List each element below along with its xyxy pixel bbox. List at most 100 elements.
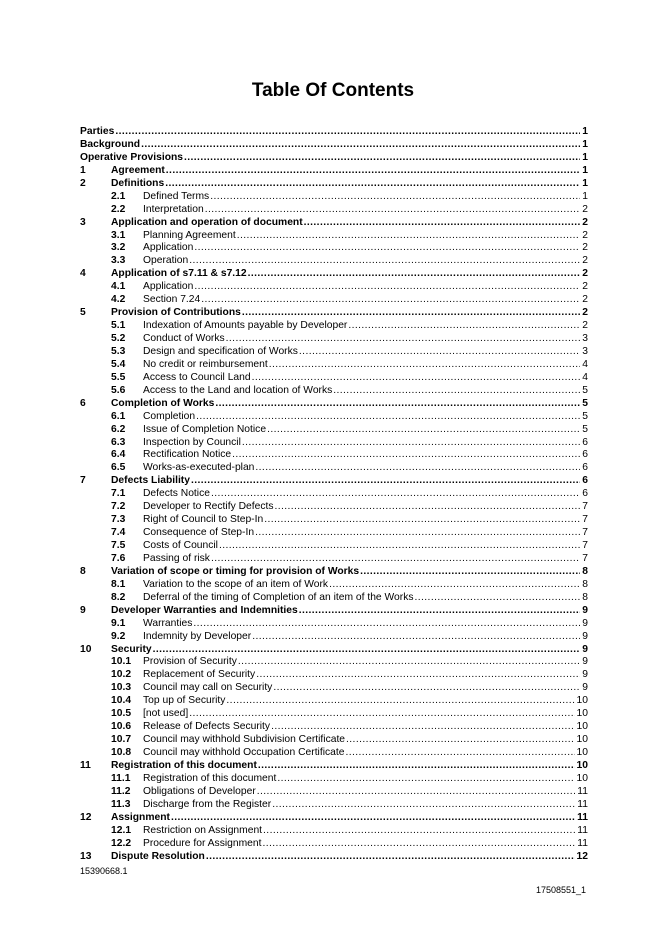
toc-entry-page-number: 11 (577, 824, 588, 836)
toc-dot-leader (277, 773, 574, 786)
toc-dot-leader (226, 695, 574, 708)
toc-entry[interactable]: 10.5 [not used] 10 (80, 708, 588, 721)
toc-entry[interactable]: 10.7 Council may withhold Subdivision Cer… (80, 734, 588, 747)
toc-dot-leader (226, 333, 581, 346)
toc-entry[interactable]: 10.6 Release of Defects Security 10 (80, 721, 588, 734)
toc-entry[interactable]: 6.1 Completion 5 (80, 411, 588, 424)
toc-entry[interactable]: 11 Registration of this document 10 (80, 760, 588, 773)
toc-entry-number: 7.6 (111, 552, 126, 564)
toc-entry-number: 12.1 (111, 824, 132, 836)
toc-entry-label: Defects Liability (111, 475, 190, 487)
toc-entry-label: Registration of this document (143, 772, 277, 784)
toc-entry[interactable]: 6.4 Rectification Notice 6 (80, 449, 588, 462)
toc-entry-number: 4 (80, 268, 86, 280)
toc-entry[interactable]: 8.2 Deferral of the timing of Completion … (80, 592, 588, 605)
toc-entry-label: Restriction on Assignment (143, 824, 263, 836)
toc-entry-label: Operative Provisions (80, 151, 184, 163)
toc-entry-label: Conduct of Works (143, 333, 225, 344)
toc-entry[interactable]: 12.1 Restriction on Assignment 11 (80, 825, 588, 838)
toc-dot-leader (193, 618, 580, 631)
toc-entry-page-number: 1 (582, 164, 588, 176)
toc-entry[interactable]: 4.2 Section 7.24 2 (80, 294, 588, 307)
toc-entry-page-number: 9 (582, 643, 588, 655)
toc-entry-number: 10.2 (111, 669, 132, 681)
toc-dot-leader (252, 631, 580, 644)
toc-entry[interactable]: 4.1 Application 2 (80, 281, 588, 294)
toc-entry[interactable]: 7.5 Costs of Council 7 (80, 540, 588, 553)
toc-entry[interactable]: 5 Provision of Contributions 2 (80, 307, 588, 320)
toc-entry-number: 10.1 (111, 656, 132, 668)
toc-entry[interactable]: 9.2 Indemnity by Developer 9 (80, 631, 588, 644)
toc-entry[interactable]: 6 Completion of Works 5 (80, 398, 588, 411)
toc-dot-leader (274, 501, 580, 514)
toc-entry[interactable]: 10.8 Council may withhold Occupation Cert… (80, 747, 588, 760)
toc-entry-label: Council may withhold Subdivision Certifi… (143, 734, 346, 746)
toc-entry-number: 10.3 (111, 682, 132, 694)
toc-dot-leader (210, 191, 580, 204)
toc-entry[interactable]: 2 Definitions 1 (80, 178, 588, 191)
toc-entry[interactable]: 9.1 Warranties 9 (80, 618, 588, 631)
toc-entry[interactable]: 10 Security 9 (80, 644, 588, 657)
toc-entry[interactable]: 2.2 Interpretation 2 (80, 204, 588, 217)
toc-entry[interactable]: 12 Assignment 11 (80, 812, 588, 825)
toc-dot-leader (189, 255, 580, 268)
toc-entry[interactable]: 11.1 Registration of this document 10 (80, 773, 588, 786)
toc-entry-number: 7 (80, 475, 86, 487)
toc-entry-page-number: 7 (582, 501, 588, 513)
toc-entry[interactable]: 6.5 Works-as-executed-plan 6 (80, 462, 588, 475)
toc-entry[interactable]: 7.3 Right of Council to Step-In 7 (80, 514, 588, 527)
toc-dot-leader (153, 644, 581, 657)
toc-entry[interactable]: 3.3 Operation 2 (80, 255, 588, 268)
toc-entry[interactable]: 10.4 Top up of Security 10 (80, 695, 588, 708)
toc-entry[interactable]: 7 Defects Liability 6 (80, 475, 588, 488)
toc-entry[interactable]: 6.2 Issue of Completion Notice 5 (80, 424, 588, 437)
toc-entry-label: Rectification Notice (143, 449, 232, 461)
toc-dot-leader (255, 527, 580, 540)
toc-entry[interactable]: Operative Provisions 1 (80, 152, 588, 165)
toc-entry[interactable]: 9 Developer Warranties and Indemnities 9 (80, 605, 588, 618)
toc-entry[interactable]: 11.3 Discharge from the Register 11 (80, 799, 588, 812)
toc-entry[interactable]: 5.4 No credit or reimbursement 4 (80, 359, 588, 372)
toc-entry[interactable]: 10.2 Replacement of Security 9 (80, 669, 588, 682)
toc-entry[interactable]: 5.2 Conduct of Works 3 (80, 333, 588, 346)
toc-entry-number: 4.2 (111, 294, 126, 306)
toc-entry-label: Background (80, 138, 141, 150)
toc-dot-leader (267, 424, 580, 437)
toc-entry[interactable]: 10.1 Provision of Security 9 (80, 656, 588, 669)
toc-entry[interactable]: 7.4 Consequence of Step-In 7 (80, 527, 588, 540)
toc-entry-page-number: 1 (582, 126, 588, 137)
toc-entry[interactable]: 10.3 Council may call on Security 9 (80, 682, 588, 695)
toc-entry-page-number: 2 (582, 229, 588, 241)
toc-entry-label: Right of Council to Step-In (143, 514, 264, 526)
toc-entry-label: Definitions (111, 177, 165, 189)
toc-entry-page-number: 6 (582, 462, 588, 474)
toc-entry[interactable]: 3 Application and operation of document 2 (80, 217, 588, 230)
toc-entry[interactable]: 5.6 Access to the Land and location of Wo… (80, 385, 588, 398)
toc-entry-number: 11.2 (111, 785, 131, 797)
toc-entry-label: Access to Council Land (143, 371, 251, 383)
toc-entry[interactable]: Background 1 (80, 139, 588, 152)
toc-entry[interactable]: Parties 1 (80, 126, 588, 139)
toc-entry[interactable]: 7.1 Defects Notice 6 (80, 488, 588, 501)
toc-dot-leader (348, 320, 580, 333)
toc-entry[interactable]: 2.1 Defined Terms 1 (80, 191, 588, 204)
toc-entry[interactable]: 12.2 Procedure for Assignment 11 (80, 838, 588, 851)
toc-entry[interactable]: 3.2 Application 2 (80, 242, 588, 255)
toc-entry[interactable]: 5.1 Indexation of Amounts payable by Deve… (80, 320, 588, 333)
toc-entry[interactable]: 5.5 Access to Council Land 4 (80, 372, 588, 385)
toc-entry[interactable]: 5.3 Design and specification of Works 3 (80, 346, 588, 359)
toc-entry[interactable]: 4 Application of s7.11 & s7.12 2 (80, 268, 588, 281)
toc-entry-page-number: 10 (576, 772, 588, 784)
toc-entry-page-number: 2 (582, 255, 588, 267)
toc-entry[interactable]: 8.1 Variation to the scope of an item of … (80, 579, 588, 592)
toc-entry[interactable]: 8 Variation of scope or timing for provis… (80, 566, 588, 579)
toc-entry[interactable]: 7.2 Developer to Rectify Defects 7 (80, 501, 588, 514)
toc-entry[interactable]: 7.6 Passing of risk 7 (80, 553, 588, 566)
toc-entry-page-number: 6 (582, 488, 588, 500)
toc-entry[interactable]: 13 Dispute Resolution 12 (80, 851, 588, 864)
toc-entry[interactable]: 3.1 Planning Agreement 2 (80, 230, 588, 243)
toc-entry[interactable]: 1 Agreement 1 (80, 165, 588, 178)
toc-entry[interactable]: 6.3 Inspection by Council 6 (80, 437, 588, 450)
toc-entry-page-number: 9 (582, 669, 588, 681)
toc-entry[interactable]: 11.2 Obligations of Developer 11 (80, 786, 588, 799)
